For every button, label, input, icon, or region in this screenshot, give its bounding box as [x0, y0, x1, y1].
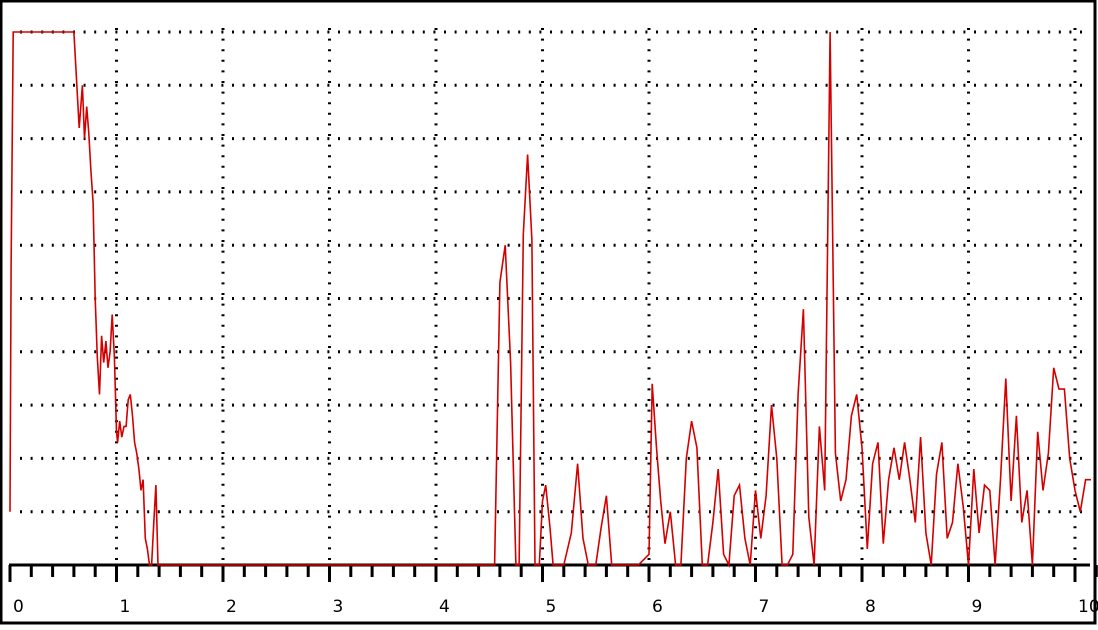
x-tick-label: 1: [120, 597, 131, 617]
plot-area: [9, 31, 1091, 568]
x-tick-label: 0: [13, 597, 24, 617]
grid: [20, 28, 1090, 562]
x-tick-label: 2: [226, 597, 237, 617]
x-tick-label: 7: [759, 597, 770, 617]
x-tick-label: 5: [546, 597, 557, 617]
x-tick-label: 4: [439, 597, 450, 617]
x-axis: [8, 565, 1098, 582]
x-tick-label: 9: [972, 597, 983, 617]
series-line: [9, 31, 1091, 568]
x-tick-label: 6: [652, 597, 663, 617]
x-tick-label: 8: [865, 597, 876, 617]
x-tick-labels: 0 1 2 3 4 5 6 7 8 9 10: [13, 597, 1098, 617]
x-tick-label: 3: [333, 597, 344, 617]
x-tick-label: 10: [1078, 597, 1098, 617]
